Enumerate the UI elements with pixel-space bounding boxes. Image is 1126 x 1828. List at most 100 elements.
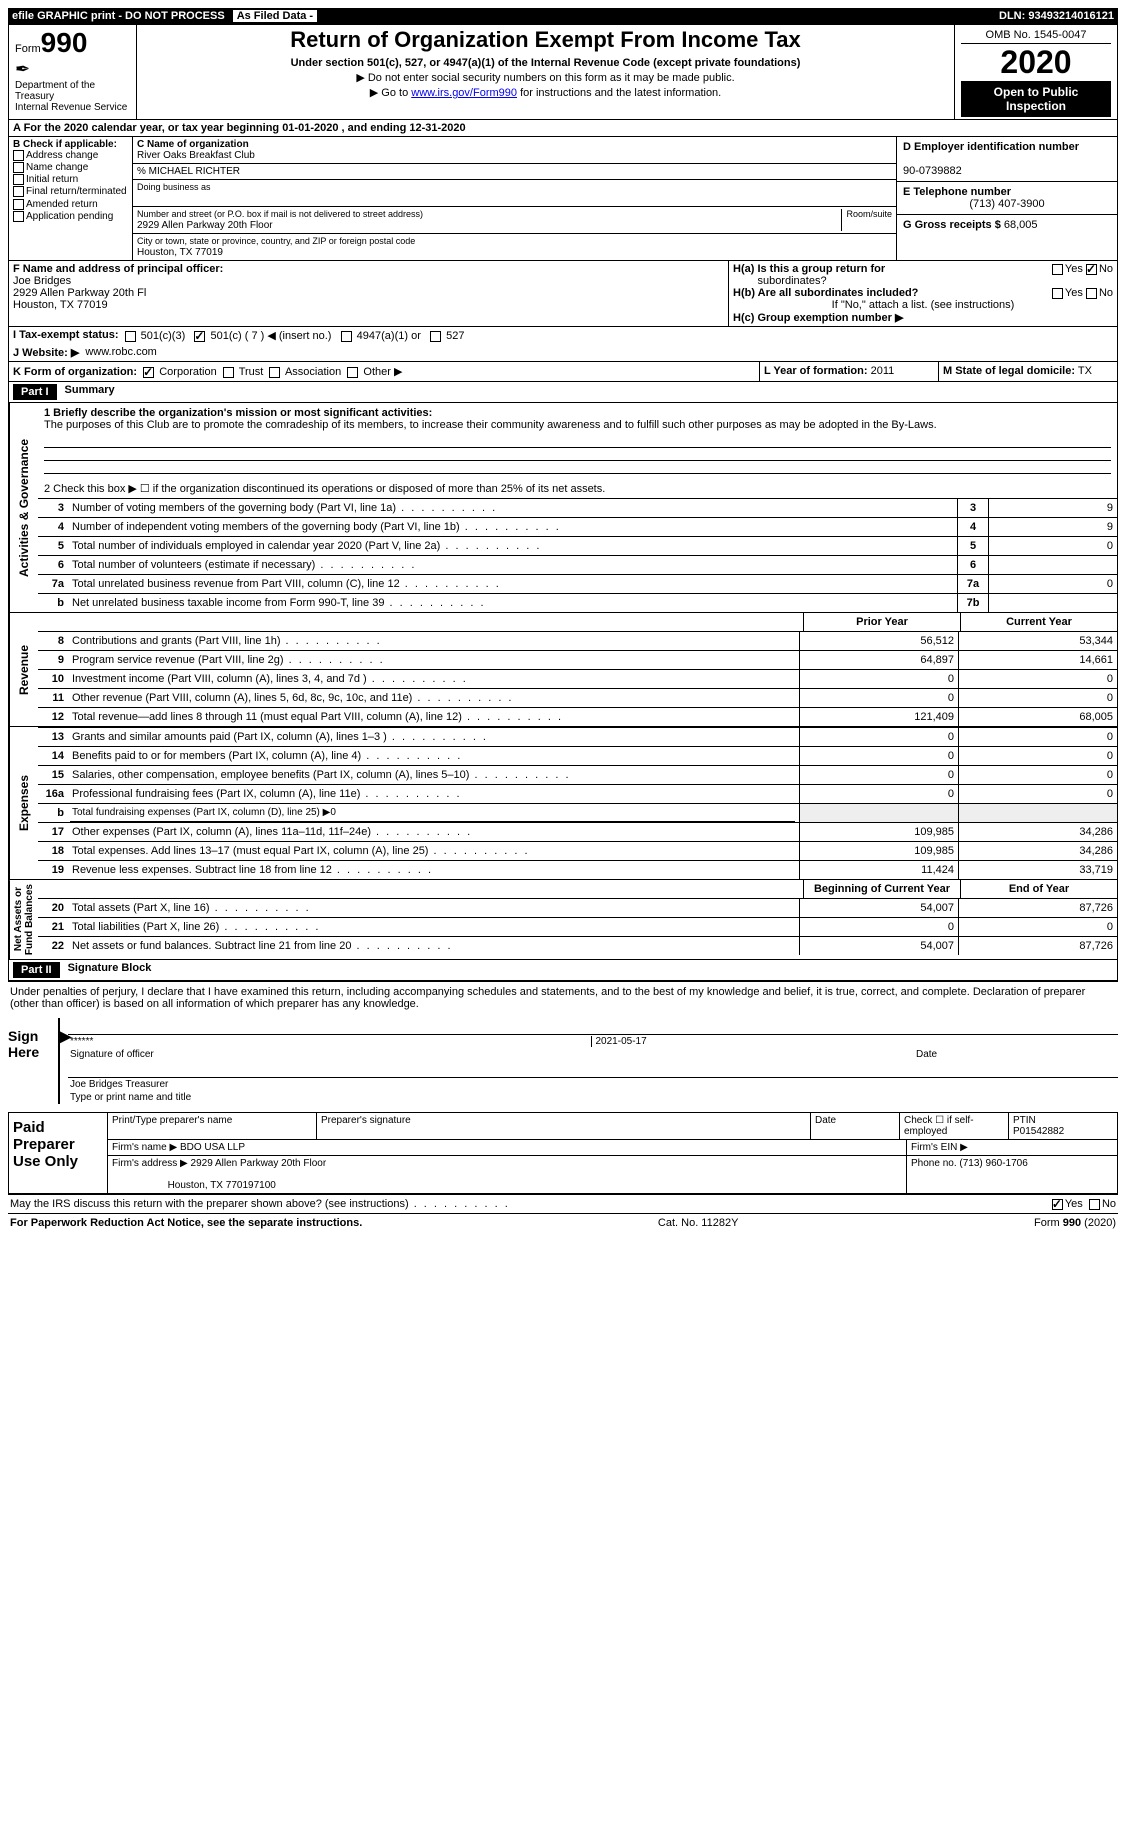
fin-line-9: 9 Program service revenue (Part VIII, li…: [38, 650, 1117, 669]
instr1: ▶ Do not enter social security numbers o…: [143, 71, 948, 84]
footer: For Paperwork Reduction Act Notice, see …: [8, 1213, 1118, 1232]
asfiled-box: As Filed Data -: [233, 10, 317, 22]
officer-name: Joe Bridges: [13, 275, 71, 287]
section-bcd: B Check if applicable: Address change Na…: [8, 137, 1118, 261]
form-header: Form990 ✒ Department of theTreasuryInter…: [8, 24, 1118, 120]
ptin: P01542882: [1013, 1126, 1064, 1137]
gov-line-4: 4 Number of independent voting members o…: [38, 517, 1117, 536]
discuss-no[interactable]: [1089, 1199, 1100, 1210]
vert-netassets: Net Assets orFund Balances: [9, 880, 38, 959]
row-klm: K Form of organization: Corporation Trus…: [8, 362, 1118, 382]
care-of: % MICHAEL RICHTER: [133, 164, 896, 180]
paid-preparer-label: Paid Preparer Use Only: [9, 1113, 107, 1193]
sign-here-section: Sign Here ******2021-05-17 Signature of …: [8, 1018, 1118, 1104]
fin-line-17: 17 Other expenses (Part IX, column (A), …: [38, 822, 1117, 841]
ha-no[interactable]: [1086, 264, 1097, 275]
efile-text: efile GRAPHIC print - DO NOT PROCESS: [12, 10, 225, 22]
form-subtitle: Under section 501(c), 527, or 4947(a)(1)…: [143, 57, 948, 69]
fin-line-18: 18 Total expenses. Add lines 13–17 (must…: [38, 841, 1117, 860]
form-title: Return of Organization Exempt From Incom…: [143, 27, 948, 53]
vert-activities: Activities & Governance: [9, 403, 38, 612]
cb-other[interactable]: [347, 367, 358, 378]
cb-527[interactable]: [430, 331, 441, 342]
irs-link[interactable]: www.irs.gov/Form990: [411, 87, 517, 99]
hb-yes[interactable]: [1052, 288, 1063, 299]
org-name: River Oaks Breakfast Club: [137, 150, 255, 161]
revenue-section: Revenue Prior Year Current Year 8 Contri…: [8, 613, 1118, 727]
paid-preparer-section: Paid Preparer Use Only Print/Type prepar…: [8, 1112, 1118, 1194]
prep-phone: (713) 960-1706: [959, 1158, 1027, 1169]
part1-header: Part I Summary: [8, 382, 1118, 403]
column-d: D Employer identification number90-07398…: [897, 137, 1117, 260]
form-word: Form: [15, 43, 41, 55]
gov-line-7a: 7a Total unrelated business revenue from…: [38, 574, 1117, 593]
part2-header: Part II Signature Block: [8, 960, 1118, 981]
dln-value: 93493214016121: [1028, 10, 1114, 22]
discuss-row: May the IRS discuss this return with the…: [8, 1194, 1118, 1213]
fin-line-19: 19 Revenue less expenses. Subtract line …: [38, 860, 1117, 879]
cb-address[interactable]: [13, 150, 24, 161]
street-address: 2929 Allen Parkway 20th Floor: [137, 220, 273, 231]
cb-name[interactable]: [13, 162, 24, 173]
cb-initial[interactable]: [13, 174, 24, 185]
cb-trust[interactable]: [223, 367, 234, 378]
fin-line-13: 13 Grants and similar amounts paid (Part…: [38, 727, 1117, 746]
column-h: H(a) Is this a group return for subordin…: [729, 261, 1117, 326]
begin-year-header: Beginning of Current Year: [803, 880, 960, 898]
top-header-bar: efile GRAPHIC print - DO NOT PROCESS As …: [8, 8, 1118, 24]
discuss-yes[interactable]: [1052, 1199, 1063, 1210]
fin-line-14: 14 Benefits paid to or for members (Part…: [38, 746, 1117, 765]
year-formation: 2011: [871, 365, 895, 377]
omb-number: OMB No. 1545-0047: [961, 27, 1111, 44]
hb-no[interactable]: [1086, 288, 1097, 299]
cb-amended[interactable]: [13, 199, 24, 210]
netassets-section: Net Assets orFund Balances Beginning of …: [8, 880, 1118, 960]
cb-assoc[interactable]: [269, 367, 280, 378]
dln-label: DLN:: [999, 10, 1025, 22]
cb-corp[interactable]: [143, 367, 154, 378]
cb-501c[interactable]: [194, 331, 205, 342]
row-j: J Website: ▶ www.robc.com: [8, 344, 1118, 362]
prior-year-header: Prior Year: [803, 613, 960, 631]
fin-line-20: 20 Total assets (Part X, line 16) 54,007…: [38, 898, 1117, 917]
officer-name-title: Joe Bridges Treasurer: [70, 1079, 1116, 1090]
cb-4947[interactable]: [341, 331, 352, 342]
cb-501c3[interactable]: [125, 331, 136, 342]
fin-line-b: b Total fundraising expenses (Part IX, c…: [38, 803, 1117, 822]
row-i: I Tax-exempt status: 501(c)(3) 501(c) ( …: [8, 327, 1118, 344]
column-b: B Check if applicable: Address change Na…: [9, 137, 133, 260]
cb-final[interactable]: [13, 186, 24, 197]
form-number: 990: [41, 27, 88, 58]
fin-line-21: 21 Total liabilities (Part X, line 26) 0…: [38, 917, 1117, 936]
gov-line-5: 5 Total number of individuals employed i…: [38, 536, 1117, 555]
gov-line-7b: b Net unrelated business taxable income …: [38, 593, 1117, 612]
gross-receipts: 68,005: [1004, 219, 1038, 231]
firm-addr: 2929 Allen Parkway 20th Floor: [191, 1158, 327, 1169]
sig-date: 2021-05-17: [591, 1036, 1117, 1047]
current-year-header: Current Year: [960, 613, 1117, 631]
city-zip: Houston, TX 77019: [137, 247, 223, 258]
website: www.robc.com: [85, 346, 1113, 359]
end-year-header: End of Year: [960, 880, 1117, 898]
column-c: C Name of organizationRiver Oaks Breakfa…: [133, 137, 897, 260]
ha-yes[interactable]: [1052, 264, 1063, 275]
penalty-text: Under penalties of perjury, I declare th…: [8, 981, 1118, 1014]
ein: 90-0739882: [903, 165, 962, 177]
dept-text: Department of theTreasuryInternal Revenu…: [15, 80, 130, 113]
cb-pending[interactable]: [13, 211, 24, 222]
row-a: A For the 2020 calendar year, or tax yea…: [8, 120, 1118, 137]
state-domicile: TX: [1078, 365, 1092, 377]
line2: 2 Check this box ▶ ☐ if the organization…: [38, 474, 1117, 498]
fin-line-15: 15 Salaries, other compensation, employe…: [38, 765, 1117, 784]
fin-line-10: 10 Investment income (Part VIII, column …: [38, 669, 1117, 688]
fin-line-16a: 16a Professional fundraising fees (Part …: [38, 784, 1117, 803]
vert-expenses: Expenses: [9, 727, 38, 879]
phone: (713) 407-3900: [903, 198, 1111, 210]
gov-line-3: 3 Number of voting members of the govern…: [38, 498, 1117, 517]
fin-line-11: 11 Other revenue (Part VIII, column (A),…: [38, 688, 1117, 707]
vert-revenue: Revenue: [9, 613, 38, 726]
form-year: 2020: [961, 44, 1111, 81]
activities-governance: Activities & Governance 1 Briefly descri…: [8, 403, 1118, 613]
column-f: F Name and address of principal officer:…: [9, 261, 729, 326]
fin-line-12: 12 Total revenue—add lines 8 through 11 …: [38, 707, 1117, 726]
